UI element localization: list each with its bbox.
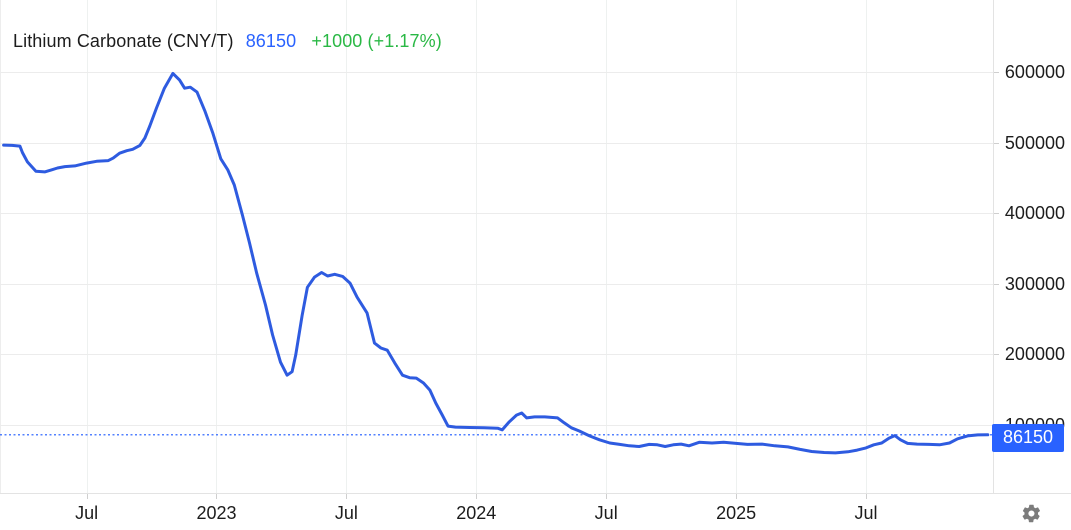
x-tick-label: 2025 [716, 503, 757, 523]
settings-button[interactable] [1014, 498, 1048, 528]
y-tick-mark [994, 72, 999, 73]
y-tick-label: 600000 [1004, 62, 1065, 82]
price-change: +1000 (+1.17%) [311, 31, 442, 51]
gear-icon [1022, 504, 1040, 522]
y-tick-label: 400000 [1004, 203, 1065, 224]
instrument-name: Lithium Carbonate (CNY/T) [13, 31, 234, 51]
x-tick-label: Jul [334, 503, 358, 523]
x-tick-mark [87, 494, 88, 499]
current-price-label: 86150 [1002, 427, 1054, 448]
y-tick-label: 300000 [1004, 273, 1065, 294]
y-tick-mark [994, 284, 999, 285]
y-tick-mark [994, 213, 999, 214]
chart-plot-area[interactable] [0, 0, 993, 493]
y-tick-mark [994, 354, 999, 355]
x-tick-mark [606, 494, 607, 499]
x-axis[interactable]: Jul 2023 Jul 2024 Jul 2025 Jul [0, 493, 1071, 530]
x-tick-mark [866, 494, 867, 499]
last-price: 86150 [245, 31, 297, 51]
chart-header: Lithium Carbonate (CNY/T) 86150 +1000 (+… [13, 31, 442, 52]
x-tick-label: Jul [854, 503, 878, 523]
y-tick-mark [994, 143, 999, 144]
x-tick-label: 2024 [456, 503, 497, 523]
x-tick-label: Jul [75, 503, 99, 523]
x-tick-mark [346, 494, 347, 499]
x-tick-mark [736, 494, 737, 499]
x-tick-mark [476, 494, 477, 499]
x-tick-mark [216, 494, 217, 499]
current-price-badge: 86150 [992, 423, 1064, 452]
y-tick-label: 200000 [1004, 344, 1065, 365]
y-tick-label: 500000 [1004, 132, 1065, 153]
y-axis[interactable]: 600000500000400000300000200000100000 [993, 0, 1071, 493]
x-tick-label: 2023 [196, 503, 237, 523]
x-tick-label: Jul [594, 503, 618, 523]
